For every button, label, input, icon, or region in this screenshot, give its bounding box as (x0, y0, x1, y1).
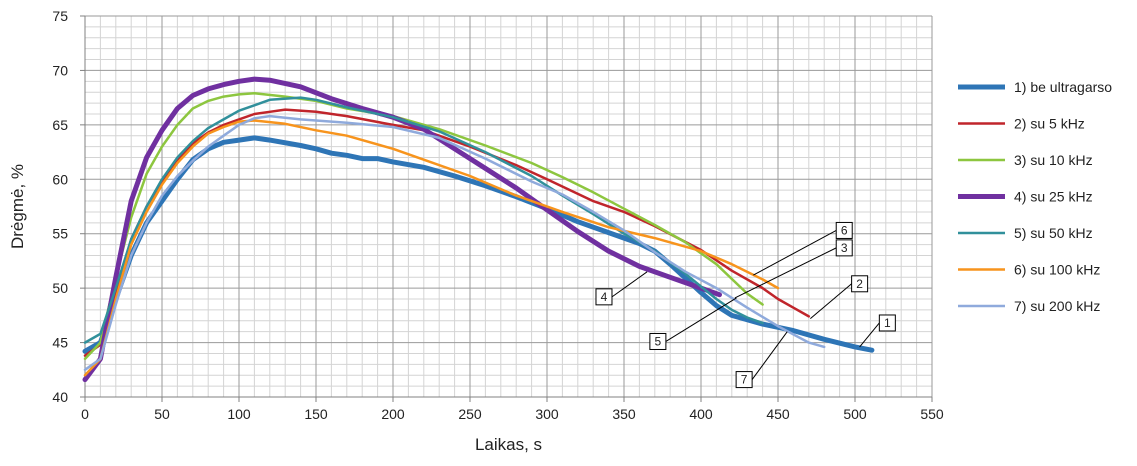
legend-label-5: 5) su 50 kHz (1014, 225, 1093, 241)
x-tick-label: 150 (304, 406, 328, 422)
y-tick-label: 75 (52, 8, 68, 24)
series-line-1 (82, 135, 875, 354)
callout-label-7: 7 (741, 373, 748, 387)
callout-box-3 (835, 239, 853, 257)
callout-leader-1 (859, 322, 880, 348)
x-tick-label: 300 (535, 406, 559, 422)
callout-leader-5 (665, 297, 737, 342)
legend-label-1: 1) be ultragarso (1014, 79, 1112, 95)
y-tick-label: 70 (52, 62, 68, 78)
x-tick-label: 400 (689, 406, 713, 422)
callout-label-3: 3 (841, 241, 848, 255)
x-tick-label: 0 (81, 406, 89, 422)
callout-leader-7 (751, 331, 788, 380)
series-line-7 (83, 114, 826, 372)
legend-label-4: 4) su 25 kHz (1014, 189, 1093, 205)
y-tick-label: 65 (52, 117, 68, 133)
legend-label-2: 2) su 5 kHz (1014, 116, 1085, 132)
x-axis-title: Laikas, s (475, 435, 542, 454)
callout-box-7 (735, 371, 753, 389)
x-tick-label: 50 (154, 406, 170, 422)
callout-box-1 (878, 314, 896, 332)
series-lines (82, 76, 875, 383)
callout-label-2: 2 (856, 277, 863, 291)
callout-label-6: 6 (841, 223, 848, 237)
x-tick-label: 100 (227, 406, 251, 422)
callout-label-5: 5 (655, 334, 662, 348)
series-line-6 (83, 119, 780, 377)
y-axis-title: Drėgmė, % (8, 164, 27, 249)
callout-label-4: 4 (601, 290, 608, 304)
callout-box-5 (649, 332, 667, 350)
x-tick-label: 200 (381, 406, 405, 422)
x-tick-label: 450 (766, 406, 790, 422)
series-line-4 (82, 76, 722, 383)
legend: 1) be ultragarso 2) su 5 kHz 3) su 10 kHz 4… (958, 79, 1112, 314)
y-tick-label: 55 (52, 226, 68, 242)
x-tick-label: 550 (920, 406, 944, 422)
callout-leader-2 (810, 283, 852, 320)
legend-label-7: 7) su 200 kHz (1014, 298, 1100, 314)
callout-box-6 (835, 221, 853, 239)
x-tick-label: 350 (612, 406, 636, 422)
series-callouts: 1 2 3 4 5 6 7 (595, 221, 896, 389)
y-tick-label: 40 (52, 389, 68, 405)
y-tick-label: 60 (52, 171, 68, 187)
callout-leader-3 (734, 247, 837, 299)
callout-leader-6 (753, 230, 837, 276)
callout-leader-4 (611, 271, 648, 298)
y-tick-label: 50 (52, 280, 68, 296)
x-tick-label: 250 (458, 406, 482, 422)
axes: 0 50 100 150 200 250 300 350 400 450 500 5504045505… (52, 8, 943, 422)
y-tick-label: 45 (52, 335, 68, 351)
x-tick-label: 500 (843, 406, 867, 422)
legend-label-6: 6) su 100 kHz (1014, 262, 1100, 278)
callout-box-2 (851, 275, 869, 293)
legend-label-3: 3) su 10 kHz (1014, 152, 1093, 168)
callout-box-4 (595, 288, 613, 306)
callout-label-1: 1 (884, 316, 891, 330)
